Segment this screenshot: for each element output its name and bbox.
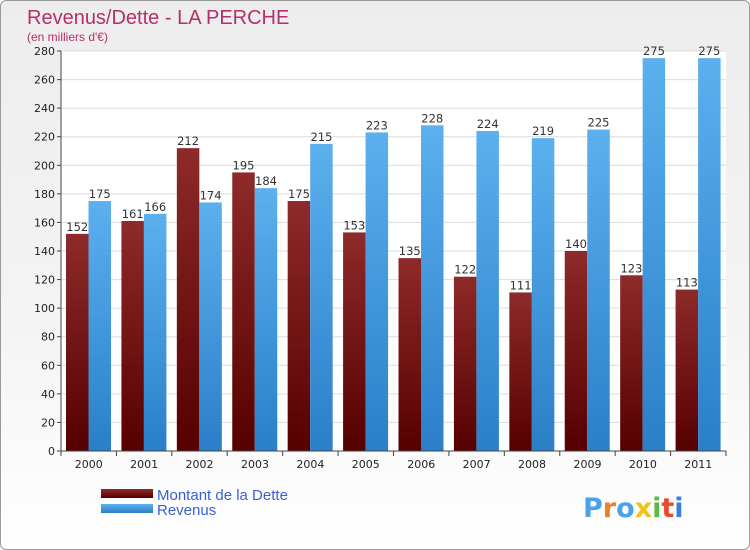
legend-swatch-debt (101, 489, 153, 498)
bar-revenus (88, 201, 111, 451)
data-label: 223 (366, 118, 388, 132)
bar-debt (343, 232, 366, 451)
y-tick-label: 80 (41, 331, 55, 344)
bar-debt (66, 233, 89, 451)
x-tick-label: 2005 (352, 458, 380, 471)
data-label: 215 (310, 130, 332, 144)
y-tick-label: 120 (34, 274, 55, 287)
y-tick-label: 280 (34, 45, 55, 58)
legend: Montant de la Dette Revenus (101, 487, 288, 519)
chart-title: Revenus/Dette - LA PERCHE (27, 7, 289, 29)
bar-revenus (531, 138, 555, 451)
x-tick-label: 2006 (407, 458, 435, 471)
bar-revenus (365, 132, 389, 451)
bar-revenus (587, 129, 610, 452)
bars (66, 58, 721, 452)
data-label: 111 (510, 278, 532, 292)
logo-letter: i (674, 493, 683, 524)
x-tick-label: 2009 (573, 458, 601, 471)
data-label: 122 (454, 263, 476, 277)
legend-label-debt: Montant de la Dette (157, 487, 288, 504)
logo-letter: P (583, 493, 603, 524)
logo-letter: x (635, 493, 652, 524)
data-label: 275 (643, 44, 665, 58)
x-tick-label: 2001 (130, 458, 158, 471)
bar-revenus (310, 143, 333, 451)
bar-revenus (421, 125, 444, 452)
proxiti-logo: Proxiti (583, 493, 684, 524)
data-label: 175 (288, 187, 310, 201)
bar-debt (675, 289, 699, 451)
bar-debt (509, 292, 532, 451)
logo-letter: o (616, 493, 635, 524)
bar-revenus (143, 213, 167, 451)
x-tick-label: 2007 (463, 458, 491, 471)
data-label: 166 (144, 200, 166, 214)
data-label: 195 (233, 158, 255, 172)
data-label: 224 (477, 117, 499, 131)
x-tick-label: 2010 (629, 458, 657, 471)
y-tick-label: 0 (48, 445, 55, 458)
y-tick-label: 20 (41, 416, 55, 429)
bar-debt (398, 258, 421, 451)
logo-letter: r (603, 493, 617, 524)
y-tick-label: 160 (34, 216, 55, 229)
bar-debt (121, 221, 144, 451)
axes: 0 20 40 60 80 100 120 140 160 180 200 220 240 260 280 2… (34, 45, 727, 471)
bar-debt (453, 276, 477, 451)
x-tick-label: 2003 (241, 458, 269, 471)
data-label: 152 (66, 220, 88, 234)
y-tick-label: 240 (34, 102, 55, 115)
y-tick-label: 200 (34, 159, 55, 172)
logo-letter: t (661, 493, 674, 524)
bar-debt (176, 148, 200, 451)
y-tick-label: 180 (34, 188, 55, 201)
data-label: 184 (255, 174, 277, 188)
legend-label-revenus: Revenus (157, 502, 216, 519)
x-tick-label: 2008 (518, 458, 546, 471)
data-label: 174 (200, 188, 222, 202)
bar-revenus (642, 58, 666, 452)
data-label: 123 (620, 261, 642, 275)
data-label: 140 (565, 237, 587, 251)
data-label: 212 (177, 134, 199, 148)
data-label: 135 (399, 244, 421, 258)
bar-debt (287, 201, 311, 451)
bar-debt (232, 172, 255, 451)
data-label: 275 (698, 44, 720, 58)
bar-revenus (199, 202, 222, 451)
data-label: 228 (421, 111, 443, 125)
y-tick-label: 140 (34, 245, 55, 258)
y-tick-label: 40 (41, 388, 55, 401)
y-tick-label: 260 (34, 74, 55, 87)
x-tick-label: 2002 (186, 458, 214, 471)
bar-debt (564, 251, 588, 451)
data-label: 161 (122, 207, 144, 221)
legend-swatch-revenus (101, 504, 153, 513)
y-tick-label: 220 (34, 131, 55, 144)
y-tick-label: 60 (41, 359, 55, 372)
logo-letter: i (652, 493, 661, 524)
bar-debt (620, 275, 643, 451)
chart-subtitle: (en milliers d'€) (27, 30, 108, 44)
data-label: 219 (532, 124, 554, 138)
bar-revenus (254, 188, 278, 451)
data-label: 113 (676, 276, 698, 290)
y-tick-label: 100 (34, 302, 55, 315)
x-tick-label: 2011 (684, 458, 712, 471)
data-label: 175 (89, 187, 111, 201)
bar-revenus (476, 131, 499, 451)
bar-revenus (698, 58, 721, 452)
data-label: 153 (343, 218, 365, 232)
x-tick-label: 2000 (75, 458, 103, 471)
grid (61, 50, 726, 423)
x-tick-label: 2004 (296, 458, 324, 471)
data-label: 225 (588, 116, 610, 130)
